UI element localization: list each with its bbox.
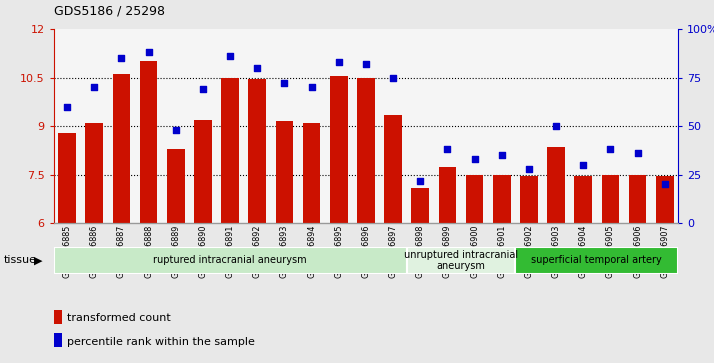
Bar [276, 121, 293, 223]
Point [170, 127, 181, 133]
Point [361, 61, 372, 67]
Bar [384, 115, 402, 223]
Bar [656, 176, 673, 223]
Point [605, 147, 616, 152]
Point [61, 104, 73, 110]
Point [496, 152, 508, 158]
Bar [303, 123, 321, 223]
Bar [602, 175, 619, 223]
Point [442, 147, 453, 152]
Bar [357, 78, 375, 223]
Bar [466, 175, 483, 223]
Bar [547, 147, 565, 223]
Text: ▶: ▶ [34, 255, 43, 265]
Point [197, 86, 208, 92]
Point [116, 55, 127, 61]
Text: GDS5186 / 25298: GDS5186 / 25298 [54, 5, 164, 18]
Bar [411, 188, 429, 223]
Bar [86, 123, 103, 223]
Text: transformed count: transformed count [67, 313, 171, 323]
Bar [54, 333, 61, 347]
Point [415, 178, 426, 183]
Bar [167, 149, 185, 223]
Bar [113, 74, 130, 223]
Point [469, 156, 481, 162]
Point [251, 65, 263, 71]
Text: ruptured intracranial aneurysm: ruptured intracranial aneurysm [154, 256, 307, 265]
Bar [248, 79, 266, 223]
Point [143, 49, 154, 55]
Bar [194, 120, 212, 223]
Bar [54, 247, 407, 274]
Point [306, 84, 317, 90]
Bar [493, 175, 511, 223]
Bar [516, 247, 678, 274]
Point [224, 53, 236, 59]
Bar [54, 310, 61, 324]
Text: unruptured intracranial
aneurysm: unruptured intracranial aneurysm [404, 250, 518, 271]
Bar [438, 167, 456, 223]
Point [333, 59, 344, 65]
Bar [140, 61, 158, 223]
Text: superficial temporal artery: superficial temporal artery [531, 256, 662, 265]
Text: percentile rank within the sample: percentile rank within the sample [67, 337, 255, 347]
Point [632, 150, 643, 156]
Point [550, 123, 562, 129]
Point [523, 166, 535, 172]
Bar [407, 247, 516, 274]
Bar [574, 176, 592, 223]
Point [659, 182, 670, 187]
Bar [221, 78, 239, 223]
Bar [629, 175, 646, 223]
Bar [330, 76, 348, 223]
Point [89, 84, 100, 90]
Bar [520, 176, 538, 223]
Text: tissue: tissue [4, 255, 36, 265]
Point [578, 162, 589, 168]
Point [278, 81, 290, 86]
Bar [59, 132, 76, 223]
Point [388, 75, 399, 81]
